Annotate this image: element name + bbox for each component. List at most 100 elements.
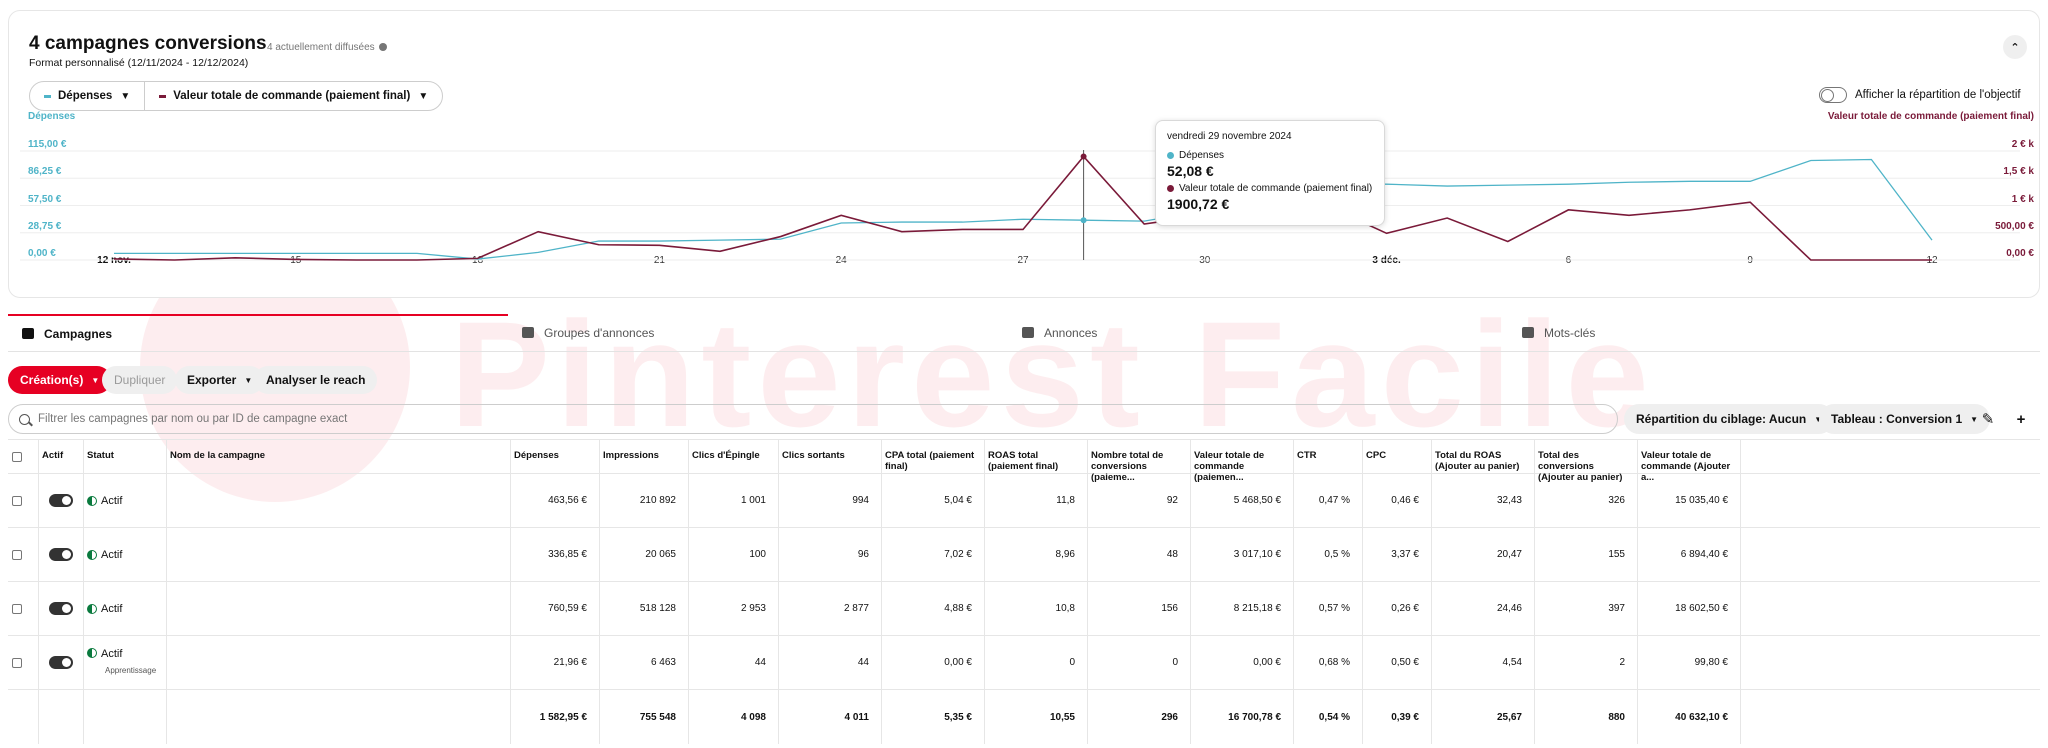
info-icon[interactable] (378, 43, 387, 51)
left-axis-tick: 86,25 € (28, 166, 62, 178)
column-divider (881, 440, 882, 744)
table-cell: 5,35 € (944, 711, 972, 723)
status-label: Actif (101, 602, 123, 615)
table-cell (12, 474, 34, 527)
tab-ad-groups[interactable]: Groupes d'annonces (508, 314, 1008, 351)
column-divider (38, 440, 39, 744)
column-header[interactable]: Statut (87, 450, 114, 461)
campaign-search-input[interactable]: Filtrer les campagnes par nom ou par ID … (8, 404, 1618, 434)
column-header[interactable]: Valeur totale de commande (Ajouter a... (1641, 450, 1731, 483)
status-icon (87, 495, 97, 506)
column-header[interactable]: Clics sortants (782, 450, 845, 461)
table-top-border (8, 439, 2040, 440)
column-header[interactable]: CPA total (paiement final) (885, 450, 975, 472)
row-checkbox[interactable] (12, 603, 22, 614)
table-cell (42, 582, 79, 635)
table-cell: 3 017,10 € (1233, 549, 1281, 560)
table-cell: 880 (1608, 711, 1625, 723)
row-checkbox[interactable] (12, 549, 22, 560)
tab-keywords[interactable]: Mots-clés (1508, 314, 2008, 351)
status-label: Actif (101, 548, 123, 561)
chevron-down-icon: ▼ (1970, 414, 1979, 424)
table-cell: 326 (1608, 495, 1625, 506)
column-header[interactable]: ROAS total (paiement final) (988, 450, 1059, 472)
add-button[interactable]: + (2008, 406, 2034, 432)
spend-series-line (114, 158, 1933, 260)
active-campaigns-count: 4 actuellement diffusées (267, 42, 387, 53)
metric-order-value-label: Valeur totale de commande (paiement fina… (173, 90, 411, 102)
objective-breakdown-toggle[interactable]: Afficher la répartition de l'objectif (1819, 87, 2021, 103)
right-axis-tick: 500,00 € (1995, 220, 2034, 232)
column-divider (778, 440, 779, 744)
tab-campaigns[interactable]: Campagnes (8, 314, 508, 351)
active-toggle[interactable] (48, 656, 73, 669)
table-row: Actif 336,85 € 20 065 100 96 7,02 € 8,96 48 3 01… (8, 528, 2040, 582)
column-header[interactable]: Valeur totale de commande (paiemen... (1194, 450, 1265, 483)
table-cell: 18 602,50 € (1675, 603, 1728, 614)
status-icon (87, 549, 97, 560)
create-button[interactable]: Création(s) ▼ (8, 366, 112, 394)
table-view-dropdown[interactable]: Tableau : Conversion 1 ▼ (1819, 404, 1991, 434)
table-cell (42, 528, 79, 581)
table-cell: 210 892 (639, 495, 676, 506)
metric-select-order-value[interactable]: Valeur totale de commande (paiement fina… (144, 82, 442, 110)
column-header[interactable]: Dépenses (514, 450, 559, 461)
column-header[interactable]: Nombre total de conversions (paieme... (1091, 450, 1164, 483)
column-header[interactable]: Actif (42, 450, 64, 461)
column-header[interactable]: Impressions (603, 450, 659, 461)
table-cell: 2 877 (843, 603, 869, 614)
row-checkbox[interactable] (12, 657, 22, 668)
objective-toggle-label: Afficher la répartition de l'objectif (1855, 89, 2021, 101)
select-all-checkbox[interactable] (12, 452, 22, 462)
duplicate-button[interactable]: Dupliquer (102, 366, 178, 394)
table-cell: 0,47 % (1318, 495, 1350, 506)
collapse-chart-button[interactable]: ⌃ (2003, 35, 2027, 59)
learning-status: Apprentissage (105, 666, 157, 675)
table-cell: 20 065 (645, 549, 676, 560)
table-cell: 397 (1608, 603, 1625, 614)
table-header-row: Actif Statut Nom de la campagne Dépenses Imp… (8, 440, 2040, 483)
table-cell: 8 215,18 € (1233, 603, 1281, 614)
analyze-reach-button[interactable]: Analyser le reach (254, 366, 378, 394)
right-axis-tick: 1 € k (2011, 193, 2034, 205)
table-cell: 24,46 (1496, 603, 1522, 614)
column-header[interactable]: Clics d'Épingle (692, 450, 760, 461)
table-cell (12, 528, 34, 581)
column-divider (1293, 440, 1294, 744)
column-header[interactable]: Total des conversions (Ajouter au panier… (1538, 450, 1623, 483)
export-button[interactable]: Exporter ▼ (175, 366, 265, 394)
ad-groups-icon (522, 327, 534, 338)
tooltip-date: vendredi 29 novembre 2024 (1167, 131, 1292, 142)
row-checkbox[interactable] (12, 495, 22, 506)
tab-ads[interactable]: Annonces (1008, 314, 1508, 351)
table-cell: 6 463 (650, 657, 676, 668)
active-toggle[interactable] (48, 548, 73, 561)
column-header[interactable]: CTR (1297, 450, 1317, 461)
search-placeholder: Filtrer les campagnes par nom ou par ID … (38, 413, 348, 425)
level-tabs: Campagnes Groupes d'annonces Annonces Mo… (8, 314, 2040, 352)
table-cell: 44 (754, 657, 766, 668)
column-divider (1431, 440, 1432, 744)
key-icon (1522, 327, 1534, 338)
tab-campaigns-label: Campagnes (44, 326, 113, 341)
table-cell: 0,00 € (944, 657, 972, 668)
table-cell: 3,37 € (1391, 549, 1419, 560)
column-divider (599, 440, 600, 744)
export-label: Exporter (187, 373, 237, 387)
table-cell: 0,5 % (1324, 549, 1350, 560)
spend-swatch-icon (44, 94, 51, 98)
metric-select-spend[interactable]: Dépenses ▼ (30, 82, 144, 110)
plus-icon: + (2016, 410, 2026, 428)
column-header[interactable]: CPC (1366, 450, 1387, 461)
active-toggle[interactable] (48, 602, 73, 615)
column-header[interactable]: Total du ROAS (Ajouter au panier) (1435, 450, 1520, 472)
table-cell: 5,04 € (944, 495, 972, 506)
status-label: Actif (101, 494, 123, 507)
table-cell: 1 582,95 € (539, 711, 587, 723)
table-cell: 518 128 (639, 603, 676, 614)
table-cell: 44 (857, 657, 869, 668)
edit-columns-button[interactable]: ✎ (1975, 406, 2001, 432)
column-header[interactable]: Nom de la campagne (170, 450, 266, 461)
active-toggle[interactable] (48, 494, 73, 507)
targeting-breakdown-dropdown[interactable]: Répartition du ciblage: Aucun ▼ (1624, 404, 1835, 434)
